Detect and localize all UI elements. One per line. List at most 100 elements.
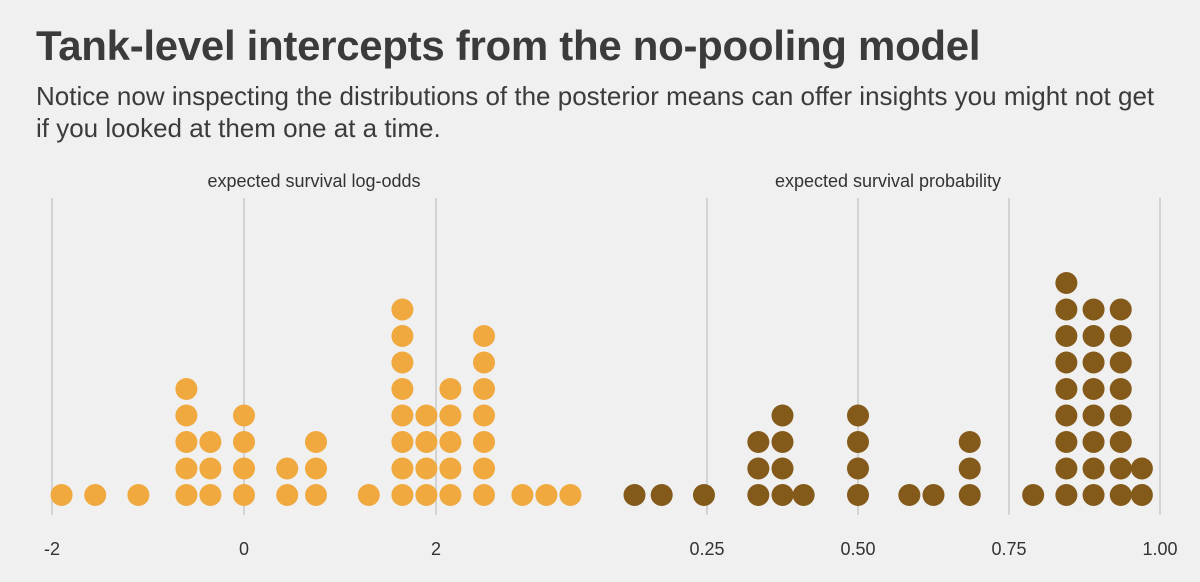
data-dot: [847, 404, 869, 427]
data-dot: [511, 484, 534, 506]
x-tick-label: 0.50: [840, 539, 875, 559]
data-dot: [305, 484, 327, 506]
data-dot: [1082, 378, 1105, 400]
data-dot: [305, 431, 327, 453]
data-dot: [1109, 431, 1132, 453]
data-dot: [623, 484, 646, 506]
data-dot: [847, 484, 869, 506]
data-dot: [1109, 484, 1132, 506]
data-dot: [771, 457, 794, 480]
data-dot: [1109, 404, 1132, 427]
data-dot: [1082, 351, 1105, 374]
x-tick-label: 0.75: [991, 539, 1026, 559]
x-tick-label: 2: [431, 539, 441, 559]
data-dot: [473, 351, 495, 374]
data-dot: [391, 457, 414, 480]
data-dot: [473, 431, 495, 453]
data-dot: [391, 325, 414, 347]
data-dot: [415, 457, 438, 480]
data-dot: [847, 431, 869, 453]
data-dot: [747, 484, 770, 506]
data-dot: [305, 457, 327, 480]
data-dot: [847, 457, 869, 480]
x-tick-label: 1.00: [1142, 539, 1177, 559]
data-dot: [50, 484, 73, 506]
data-dot: [958, 457, 981, 480]
data-dot: [276, 484, 299, 506]
data-dot: [1082, 484, 1105, 506]
data-dot: [1130, 457, 1153, 480]
data-dot: [199, 457, 222, 480]
data-dot: [233, 484, 255, 506]
data-dot: [771, 404, 794, 427]
dots-probability: [623, 272, 1153, 506]
data-dot: [1082, 457, 1105, 480]
data-dot: [391, 378, 414, 400]
data-dot: [898, 484, 921, 506]
data-dot: [1055, 431, 1078, 453]
data-dot: [1082, 431, 1105, 453]
data-dot: [1055, 325, 1078, 347]
data-dot: [276, 457, 299, 480]
page-subtitle: Notice now inspecting the distributions …: [36, 81, 1155, 143]
data-dot: [1109, 378, 1132, 400]
data-dot: [473, 378, 495, 400]
data-dot: [175, 404, 198, 427]
data-dot: [473, 484, 495, 506]
data-dot: [233, 457, 255, 480]
data-dot: [1055, 457, 1078, 480]
data-dot: [357, 484, 380, 506]
data-dot: [692, 484, 715, 506]
data-dot: [415, 431, 438, 453]
data-dot: [771, 431, 794, 453]
panel-log-odds: expected survival log-odds -2 0 2: [44, 171, 582, 559]
data-dot: [747, 457, 770, 480]
data-dot: [1055, 272, 1078, 294]
data-dot: [792, 484, 815, 506]
data-dot: [127, 484, 150, 506]
data-dot: [958, 431, 981, 453]
data-dot: [199, 484, 222, 506]
data-dot: [1109, 325, 1132, 347]
data-dot: [473, 404, 495, 427]
data-dot: [84, 484, 107, 506]
data-dot: [747, 431, 770, 453]
data-dot: [415, 404, 438, 427]
panel-title-log-odds: expected survival log-odds: [207, 171, 420, 191]
x-tick-label: 0.25: [689, 539, 724, 559]
data-dot: [391, 484, 414, 506]
data-dot: [1055, 351, 1078, 374]
data-dot: [1022, 484, 1045, 506]
data-dot: [175, 484, 198, 506]
data-dot: [391, 404, 414, 427]
data-dot: [473, 457, 495, 480]
data-dot: [650, 484, 673, 506]
data-dot: [175, 457, 198, 480]
data-dot: [1130, 484, 1153, 506]
data-dot: [1055, 298, 1078, 321]
data-dot: [391, 298, 414, 321]
data-dot: [1055, 404, 1078, 427]
data-dot: [175, 378, 198, 400]
data-dot: [1109, 457, 1132, 480]
data-dot: [1082, 298, 1105, 321]
tick-labels-probability: 0.25 0.50 0.75 1.00: [689, 539, 1177, 559]
data-dot: [1055, 484, 1078, 506]
x-tick-label: -2: [44, 539, 60, 559]
data-dot: [439, 457, 462, 480]
data-dot: [1109, 298, 1132, 321]
data-dot: [233, 431, 255, 453]
data-dot: [439, 431, 462, 453]
data-dot: [391, 431, 414, 453]
data-dot: [439, 404, 462, 427]
page-title: Tank-level intercepts from the no-poolin…: [36, 22, 981, 69]
data-dot: [439, 484, 462, 506]
data-dot: [175, 431, 198, 453]
data-dot: [535, 484, 558, 506]
data-dot: [1082, 404, 1105, 427]
data-dot: [559, 484, 582, 506]
data-dot: [771, 484, 794, 506]
data-dot: [199, 431, 222, 453]
data-dot: [1109, 351, 1132, 374]
data-dot: [439, 378, 462, 400]
